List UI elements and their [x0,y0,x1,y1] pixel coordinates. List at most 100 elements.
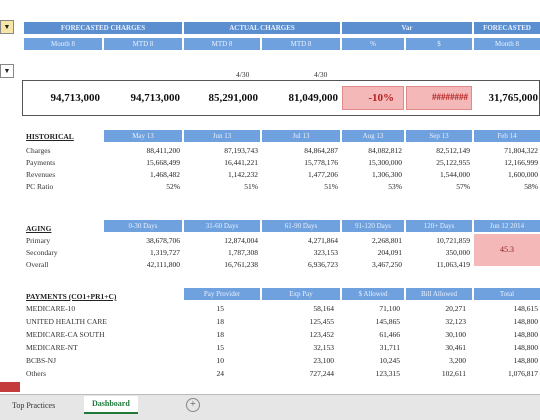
payments-cell: 15 [216,304,225,313]
payments-row-label: UNITED HEALTH CARE [26,317,107,326]
var-dollar-box [406,86,472,110]
payments-cell: 102,611 [441,369,466,378]
payments-cell: 32,153 [313,343,334,352]
historical-title: HISTORICAL [26,132,74,141]
value-forecast-mtd: 94,713,000 [130,92,181,104]
sub-month8: Month 8 [24,38,102,50]
historical-cell: 15,668,499 [146,158,180,167]
pay-h1: Exp Pay [262,288,340,300]
historical-cell: 88,411,200 [146,146,180,155]
sub-var-dollar: $ [406,38,472,50]
aging-cell: 204,091 [377,248,402,257]
value-actual-mtd-b: 81,049,000 [288,92,339,104]
payments-cell: 61,466 [379,330,400,339]
sub-month8-next: Month 8 [474,38,540,50]
aging-cell: 1,319,727 [150,248,180,257]
hist-h5: Feb 14 [474,130,540,142]
historical-cell: 87,193,743 [224,146,258,155]
payments-cell: 1,076,817 [508,369,538,378]
dropdown-arrow-icon: ▼ [3,67,11,75]
date-b: 4/30 [314,70,328,79]
payments-cell: 148,800 [513,330,538,339]
payments-row-label: MEDICARE-NT [26,343,78,352]
aging-highlight-box [474,234,540,266]
aging-cell: 350,000 [445,248,470,257]
group-forecasted-next: FORECASTED [474,22,540,34]
add-sheet-icon[interactable]: + [186,398,200,412]
historical-row-label: Revenues [26,170,56,179]
payments-cell: 148,800 [513,317,538,326]
aging-title: AGING [26,224,52,233]
aging-row-label: Primary [26,236,51,245]
historical-row-label: PC Ratio [26,182,54,191]
value-var-pct: -10% [368,92,394,104]
historical-cell: 1,306,300 [372,170,402,179]
group-actual: ACTUAL CHARGES [184,22,340,34]
historical-cell: 25,122,955 [436,158,470,167]
pay-h2: $ Allowed [342,288,404,300]
historical-cell: 1,544,000 [440,170,470,179]
payments-row-label: MEDICARE-10 [26,304,76,313]
historical-cell: 84,082,812 [368,146,402,155]
historical-cell: 57% [456,182,470,191]
historical-row-label: Payments [26,158,56,167]
left-accent-bar [0,382,20,392]
sheet-tab-bar [0,394,540,420]
left-dropdown-1[interactable]: ▼ [0,20,14,34]
payments-cell: 3,200 [449,356,466,365]
date-a: 4/30 [236,70,250,79]
payments-cell: 58,164 [313,304,334,313]
hist-h2: Jul 13 [262,130,340,142]
hist-h0: May 13 [104,130,182,142]
tab-top-practices[interactable]: Top Practices [12,401,56,410]
payments-row-label: MEDICARE-CA SOUTH [26,330,105,339]
payments-cell: 71,100 [379,304,400,313]
historical-cell: 15,778,176 [304,158,338,167]
group-var: Var [342,22,472,34]
aging-row-label: Secondary [26,248,58,257]
aging-h3: 91-120 Days [342,220,404,232]
payments-cell: 23,100 [313,356,334,365]
historical-cell: 53% [388,182,402,191]
group-forecasted: FORECASTED CHARGES [24,22,182,34]
payments-row-label: BCBS-NJ [26,356,57,365]
payments-cell: 123,452 [309,330,334,339]
payments-cell: 30,100 [445,330,466,339]
historical-cell: 1,477,206 [308,170,338,179]
aging-cell: 1,787,308 [228,248,258,257]
payments-cell: 15 [216,343,225,352]
left-dropdown-2[interactable]: ▼ [0,64,14,78]
payments-cell: 148,800 [513,343,538,352]
hist-h4: Sep 13 [406,130,472,142]
payments-row-label: Others [26,369,46,378]
var-pct-box [342,86,404,110]
payments-cell: 30,461 [445,343,466,352]
historical-cell: 84,864,287 [304,146,338,155]
tab-dashboard[interactable]: Dashboard [84,396,138,414]
hist-h3: Aug 13 [342,130,404,142]
value-forecast-month: 94,713,000 [50,92,101,104]
historical-cell: 71,804,322 [504,146,538,155]
aging-cell: 4,271,864 [308,236,338,245]
historical-cell: 15,300,000 [368,158,402,167]
payments-cell: 123,315 [375,369,400,378]
historical-cell: 82,512,149 [436,146,470,155]
payments-cell: 32,123 [445,317,466,326]
payments-cell: 18 [216,330,225,339]
value-actual-mtd-a: 85,291,000 [208,92,259,104]
payments-cell: 125,455 [309,317,334,326]
aging-cell: 42,111,800 [146,260,180,269]
payments-cell: 10,245 [379,356,400,365]
aging-cell: 3,467,250 [372,260,402,269]
historical-cell: 1,600,000 [508,170,538,179]
value-forecast-next: 31,765,000 [488,92,539,104]
aging-row-label: Overall [26,260,49,269]
aging-cell: 16,761,238 [224,260,258,269]
aging-h1: 31-60 Days [184,220,260,232]
payments-cell: 24 [216,369,225,378]
pay-h0: Pay Provider [184,288,260,300]
aging-cell: 10,721,859 [436,236,470,245]
aging-cell: 38,678,706 [146,236,180,245]
sub-mtd8-b: MTD 8 [184,38,260,50]
payments-cell: 31,711 [379,343,400,352]
